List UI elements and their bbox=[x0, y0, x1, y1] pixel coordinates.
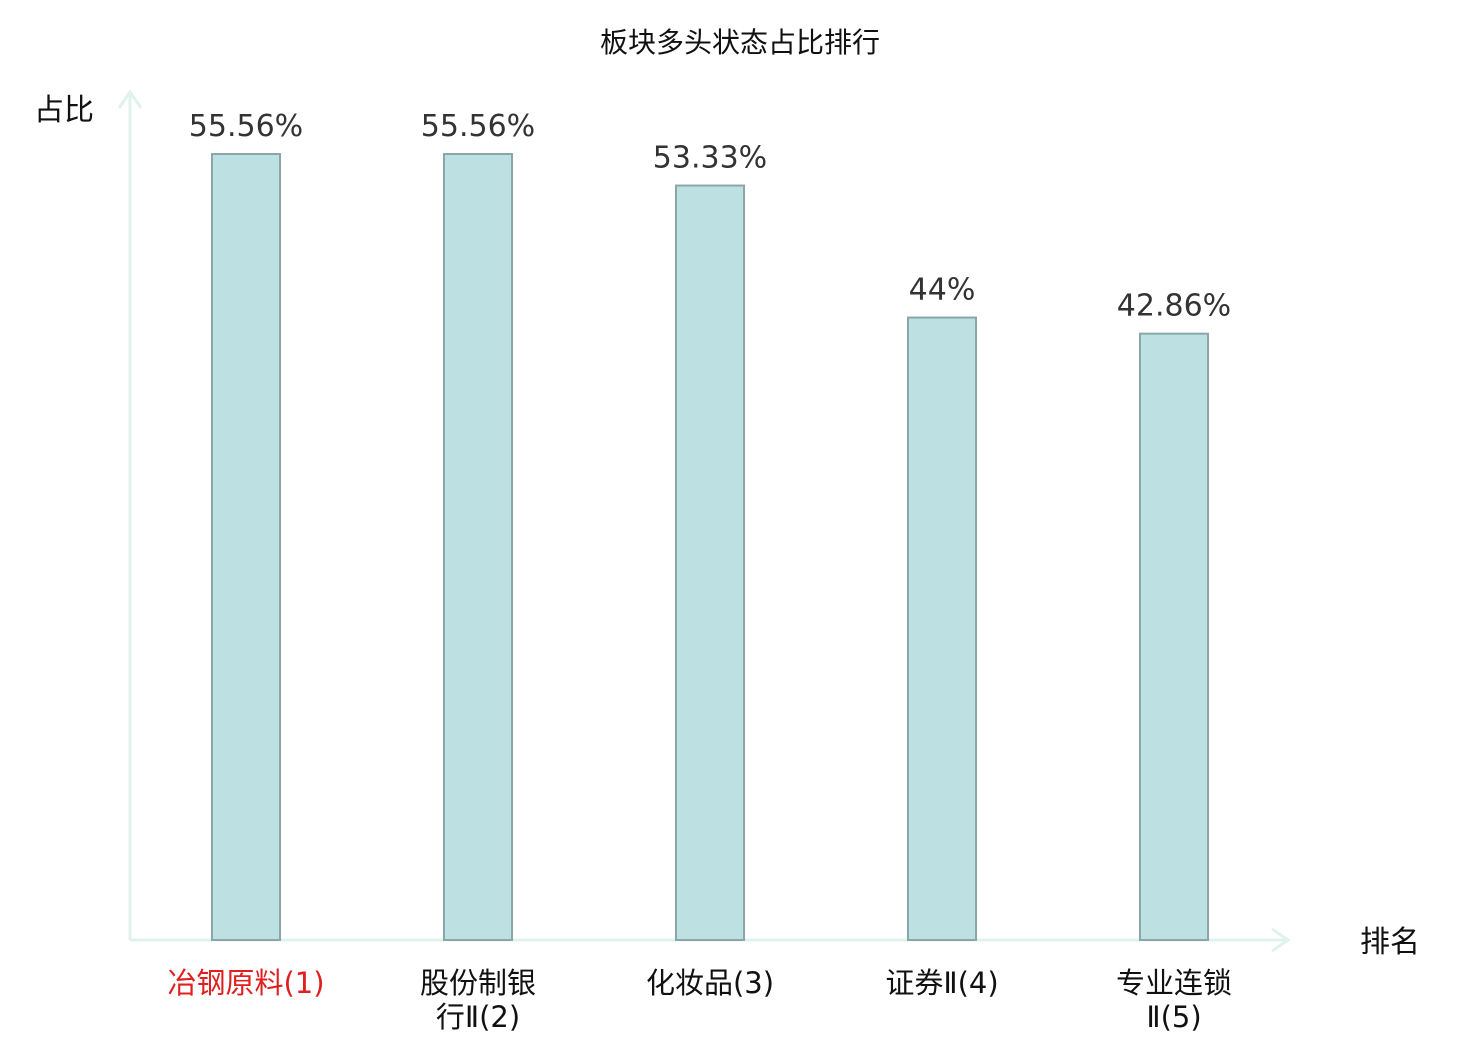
bars-group bbox=[211, 153, 1209, 942]
value-label-1: 55.56% bbox=[189, 109, 303, 144]
category-label-5-line-2: Ⅱ(5) bbox=[1146, 1000, 1201, 1034]
category-label-5-line-1: 专业连锁 bbox=[1116, 966, 1232, 1000]
value-label-4: 44% bbox=[909, 273, 976, 308]
value-labels-group: 55.56% 55.56% 53.33% 44% 42.86% bbox=[189, 109, 1231, 324]
bar-5[interactable] bbox=[1139, 332, 1209, 941]
category-label-1: 冶钢原料(1) bbox=[167, 966, 324, 1000]
bar-4[interactable] bbox=[907, 316, 977, 942]
chart-title: 板块多头状态占比排行 bbox=[600, 26, 880, 59]
category-label-3: 化妆品(3) bbox=[646, 966, 774, 1000]
value-label-3: 53.33% bbox=[653, 141, 767, 176]
bar-1[interactable] bbox=[211, 153, 281, 941]
bar-2[interactable] bbox=[443, 153, 513, 941]
bar-3[interactable] bbox=[675, 184, 745, 941]
category-label-2-line-2: 行Ⅱ(2) bbox=[436, 1000, 520, 1034]
y-axis-label: 占比 bbox=[34, 93, 94, 128]
y-axis bbox=[117, 89, 143, 940]
category-label-4: 证券Ⅱ(4) bbox=[885, 966, 998, 1000]
category-label-2-line-1: 股份制银 bbox=[420, 966, 536, 1000]
value-label-5: 42.86% bbox=[1117, 289, 1231, 324]
x-axis-label: 排名 bbox=[1360, 925, 1420, 960]
value-label-2: 55.56% bbox=[421, 109, 535, 144]
